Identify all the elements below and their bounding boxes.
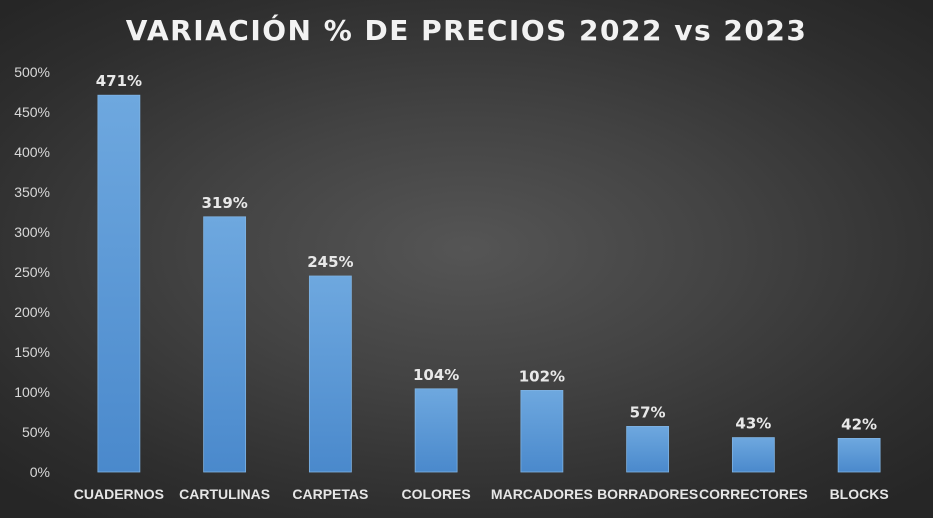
x-tick-label: BLOCKS	[830, 486, 889, 502]
x-tick-label: CUADERNOS	[74, 486, 164, 502]
data-label: 104%	[413, 366, 459, 384]
y-tick-label: 400%	[14, 144, 50, 160]
y-tick-label: 300%	[14, 224, 50, 240]
data-label: 471%	[96, 72, 142, 90]
y-tick-label: 150%	[14, 344, 50, 360]
bar-carpetas	[308, 275, 352, 473]
x-tick-label: CARTULINAS	[179, 486, 270, 502]
x-tick-label: COLORES	[402, 486, 471, 502]
x-tick-label: CORRECTORES	[699, 486, 808, 502]
data-label: 42%	[841, 415, 877, 433]
bar-blocks	[837, 437, 881, 473]
data-label: 319%	[201, 194, 247, 212]
y-tick-label: 100%	[14, 384, 50, 400]
bar-marcadores	[520, 389, 564, 473]
y-tick-label: 0%	[30, 464, 50, 480]
x-tick-label: MARCADORES	[491, 486, 593, 502]
bar-cartulinas	[203, 216, 247, 473]
y-tick-label: 450%	[14, 104, 50, 120]
bar-borradores	[626, 425, 670, 473]
data-label: 245%	[307, 253, 353, 271]
bar-colores	[414, 388, 458, 473]
bar-cuadernos	[97, 94, 141, 473]
y-tick-label: 350%	[14, 184, 50, 200]
data-label: 43%	[735, 415, 771, 433]
bar-correctores	[731, 437, 775, 473]
y-tick-label: 50%	[22, 424, 50, 440]
data-label: 102%	[519, 367, 565, 385]
x-axis: CUADERNOS CARTULINAS CARPETAS COLORES MARCAD…	[74, 486, 889, 502]
y-tick-label: 500%	[14, 64, 50, 80]
chart-title: VARIACIÓN % DE PRECIOS 2022 vs 2023	[125, 14, 808, 47]
y-tick-label: 200%	[14, 304, 50, 320]
y-axis: 0% 50% 100% 150% 200% 250% 300% 350% 400% 450% 500…	[14, 64, 50, 480]
data-label: 57%	[630, 403, 666, 421]
y-tick-label: 250%	[14, 264, 50, 280]
bar-series	[97, 94, 881, 473]
data-labels: 471% 319% 245% 104% 102% 57% 43% 42%	[96, 72, 877, 433]
x-tick-label: BORRADORES	[597, 486, 698, 502]
x-tick-label: CARPETAS	[292, 486, 368, 502]
